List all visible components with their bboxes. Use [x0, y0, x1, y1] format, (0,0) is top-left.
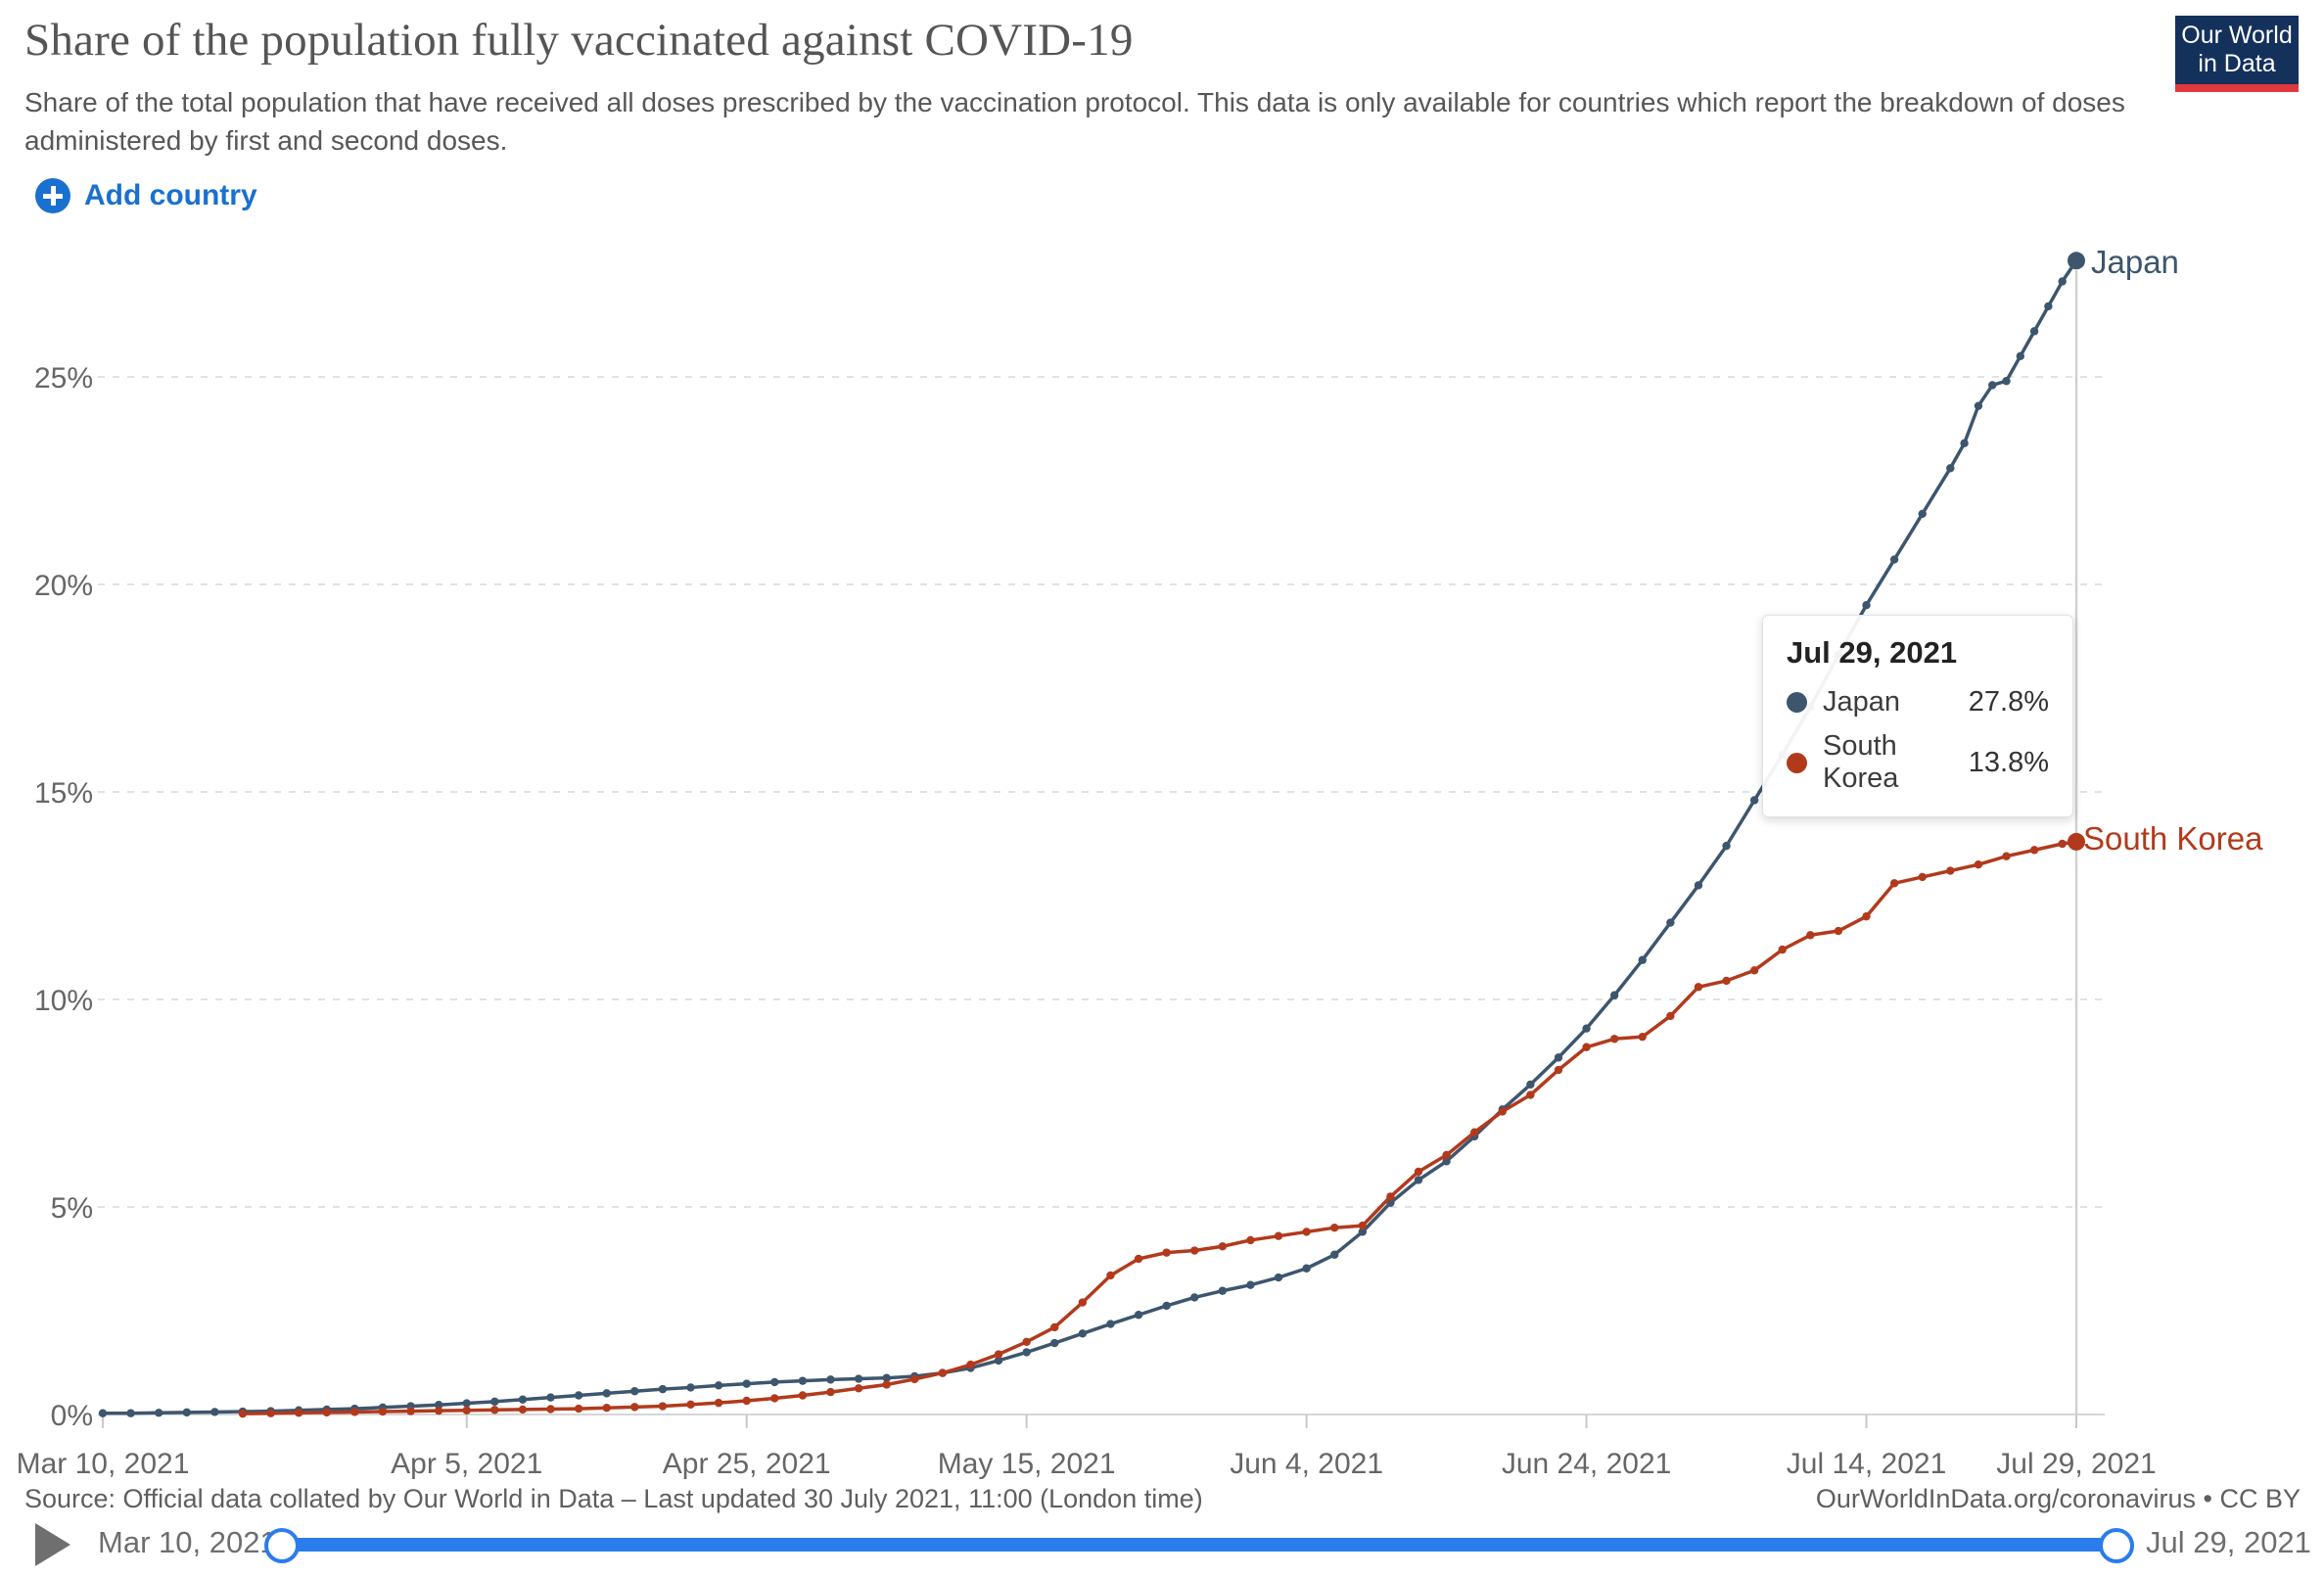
svg-text:Jul 14, 2021: Jul 14, 2021 [1787, 1448, 1946, 1480]
source-note: Source: Official data collated by Our Wo… [24, 1484, 1203, 1513]
tooltip-date: Jul 29, 2021 [1787, 635, 1958, 670]
tooltip-japan-value: 27.8% [1968, 686, 2049, 718]
svg-text:Jun 24, 2021: Jun 24, 2021 [1502, 1448, 1671, 1480]
chart-tooltip: Jul 29, 2021 Japan 27.8% South Korea 13.… [1762, 615, 2073, 817]
chart-subtitle: Share of the total population that have … [24, 87, 2125, 156]
south-korea-series-dot-icon [1787, 752, 1807, 773]
svg-text:May 15, 2021: May 15, 2021 [938, 1448, 1116, 1480]
svg-text:Mar 10, 2021: Mar 10, 2021 [17, 1448, 190, 1480]
page-title: Share of the population fully vaccinated… [24, 15, 1134, 66]
svg-text:Jun 4, 2021: Jun 4, 2021 [1230, 1448, 1383, 1480]
tooltip-japan-label: Japan [1823, 686, 1901, 718]
add-country-label: Add country [84, 179, 257, 211]
timeline-end-handle[interactable] [2099, 1528, 2134, 1563]
svg-text:25%: 25% [34, 362, 93, 394]
owid-logo-line2: in Data [2198, 50, 2276, 77]
japan-series-dot-icon [1787, 692, 1807, 713]
tooltip-row-south-korea: South Korea 13.8% [1787, 730, 2049, 795]
plus-circle-icon [35, 178, 70, 213]
timeline-track[interactable] [279, 1538, 2115, 1552]
add-country-button[interactable]: Add country [35, 178, 257, 213]
timeline-start-handle[interactable] [264, 1528, 300, 1563]
tooltip-row-japan: Japan 27.8% [1787, 686, 2049, 718]
timeline-start-date[interactable]: Mar 10, 2021 [98, 1525, 277, 1559]
timeline-end-date[interactable]: Jul 29, 2021 [2146, 1525, 2311, 1559]
tooltip-south-korea-value: 13.8% [1968, 746, 2049, 778]
svg-text:Apr 25, 2021: Apr 25, 2021 [663, 1448, 831, 1480]
svg-text:10%: 10% [34, 985, 93, 1017]
license-note[interactable]: OurWorldInData.org/coronavirus • CC BY [1815, 1484, 2301, 1513]
timeline-scrubber: Mar 10, 2021 Jul 29, 2021 [0, 1519, 2324, 1570]
svg-text:0%: 0% [51, 1400, 93, 1432]
svg-text:5%: 5% [51, 1192, 93, 1225]
svg-text:20%: 20% [34, 570, 93, 602]
svg-text:15%: 15% [34, 777, 93, 810]
svg-text:Jul 29, 2021: Jul 29, 2021 [1996, 1448, 2156, 1480]
play-icon[interactable] [35, 1523, 70, 1566]
series-label-south-korea: South Korea [2083, 820, 2263, 857]
series-label-japan: Japan [2091, 244, 2179, 280]
tooltip-south-korea-label: South Korea [1823, 730, 1899, 794]
owid-logo[interactable]: Our World in Data [2175, 16, 2299, 92]
owid-logo-line1: Our World [2181, 21, 2293, 49]
svg-text:Apr 5, 2021: Apr 5, 2021 [391, 1448, 542, 1480]
